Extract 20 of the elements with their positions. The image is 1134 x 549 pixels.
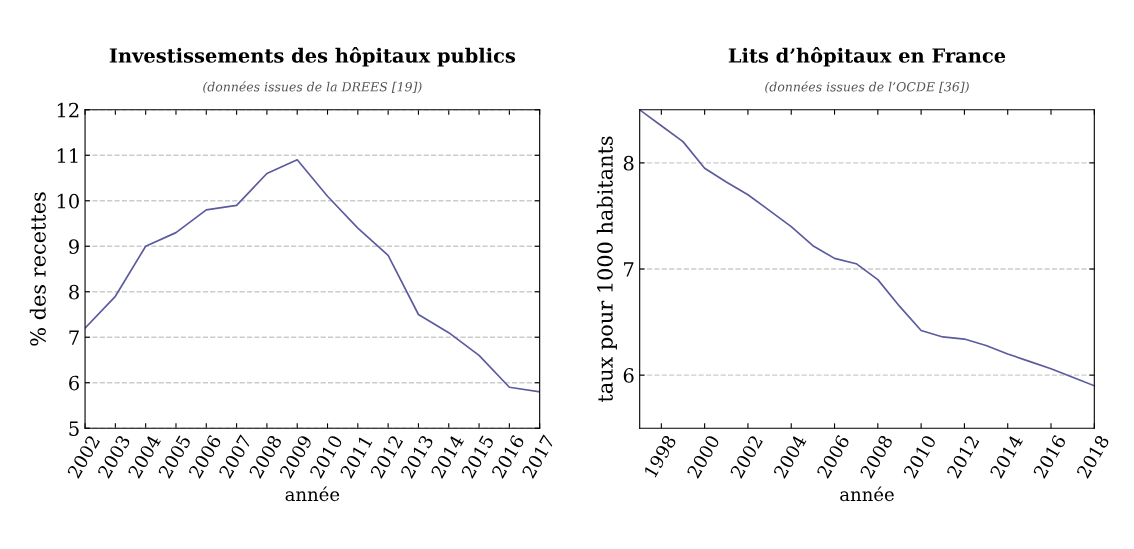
y-axis-title: taux pour 1000 habitants bbox=[596, 136, 617, 403]
y-tick-label: 8 bbox=[69, 284, 79, 300]
x-axis-title: année bbox=[840, 486, 894, 502]
y-tick-label: 12 bbox=[57, 102, 79, 118]
chart-title: Investissements des hôpitaux publics bbox=[109, 47, 516, 67]
x-axis-title: année bbox=[285, 486, 340, 502]
line-series bbox=[85, 159, 540, 393]
y-tick-label: 7 bbox=[69, 330, 79, 345]
y-tick-label: 6 bbox=[623, 368, 634, 383]
y-tick-label: 5 bbox=[69, 421, 79, 436]
chart-subtitle: (données issues de la DREES [19]) bbox=[203, 81, 422, 94]
y-tick-label: 8 bbox=[623, 155, 634, 171]
chart-subtitle: (données issues de l’OCDE [36]) bbox=[765, 81, 969, 94]
y-tick-label: 9 bbox=[69, 239, 79, 254]
y-tick-label: 6 bbox=[69, 375, 79, 391]
chart-title: Lits d’hôpitaux en France bbox=[728, 47, 1006, 67]
y-axis-title: % des recettes bbox=[29, 192, 46, 346]
y-tick-label: 11 bbox=[57, 148, 78, 163]
y-tick-label: 10 bbox=[57, 193, 79, 209]
y-tick-label: 7 bbox=[624, 262, 634, 277]
